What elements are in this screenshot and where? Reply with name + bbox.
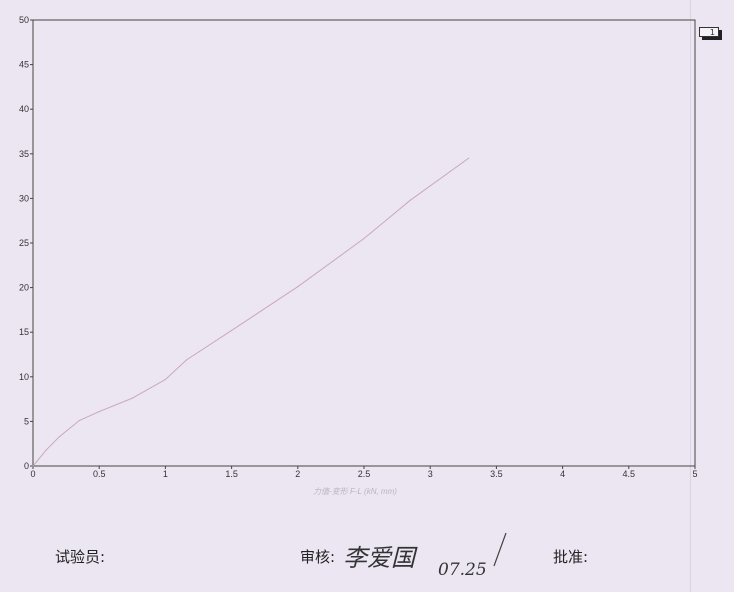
- x-tick-label: 0: [30, 469, 35, 479]
- x-tick-label: 0.5: [93, 469, 106, 479]
- data-point: [467, 157, 470, 159]
- page-edge: [690, 0, 691, 592]
- data-point: [185, 359, 188, 361]
- x-tick-label: 3.5: [490, 469, 503, 479]
- x-tick-label: 1: [163, 469, 168, 479]
- data-point: [32, 465, 34, 467]
- x-tick-label: 4: [560, 469, 565, 479]
- y-tick-label: 10: [19, 372, 29, 382]
- x-tick-label: 1.5: [225, 469, 238, 479]
- data-point: [363, 237, 365, 240]
- x-tick-label: 4.5: [623, 469, 636, 479]
- y-tick-label: 15: [19, 327, 29, 337]
- y-tick-label: 45: [19, 60, 29, 70]
- x-tick-label: 2: [295, 469, 300, 479]
- tester-label: 试验员:: [55, 548, 106, 566]
- y-tick-label: 30: [19, 193, 29, 203]
- data-point: [78, 419, 80, 422]
- y-tick-label: 40: [19, 104, 29, 114]
- reviewer-label: 审核:: [300, 548, 336, 566]
- series-line-1: [32, 157, 469, 467]
- data-point: [231, 329, 233, 332]
- y-tick-label: 25: [19, 238, 29, 248]
- reviewer-signature: 李爱国: [343, 544, 415, 572]
- y-tick-label: 5: [24, 416, 29, 426]
- legend-entry-1: 1: [699, 27, 719, 37]
- y-tick-label: 35: [19, 149, 29, 159]
- data-point: [297, 286, 299, 288]
- data-point: [58, 435, 61, 438]
- plot-frame: [32, 19, 696, 467]
- review-date: 07.25: [438, 560, 487, 580]
- approver-label: 批准:: [553, 548, 589, 566]
- data-point: [98, 410, 100, 413]
- data-point: [131, 397, 133, 399]
- x-axis-label: 力值-变形 F-L (kN, mm): [313, 487, 397, 496]
- handwritten-stroke: [493, 532, 507, 567]
- y-tick-label: 50: [19, 15, 29, 25]
- data-point: [45, 449, 47, 451]
- data-point: [409, 199, 411, 201]
- data-point: [164, 378, 166, 381]
- force-deformation-chart: 0 0.5 1 1.5 2 2.5 3 3.5 4 4.5 50510152025303540455…: [19, 15, 698, 496]
- x-tick-label: 3: [428, 469, 433, 479]
- y-tick-label: 0: [24, 461, 29, 471]
- x-tick-label: 5: [692, 469, 697, 479]
- x-tick-label: 2.5: [358, 469, 371, 479]
- y-tick-label: 20: [19, 283, 29, 293]
